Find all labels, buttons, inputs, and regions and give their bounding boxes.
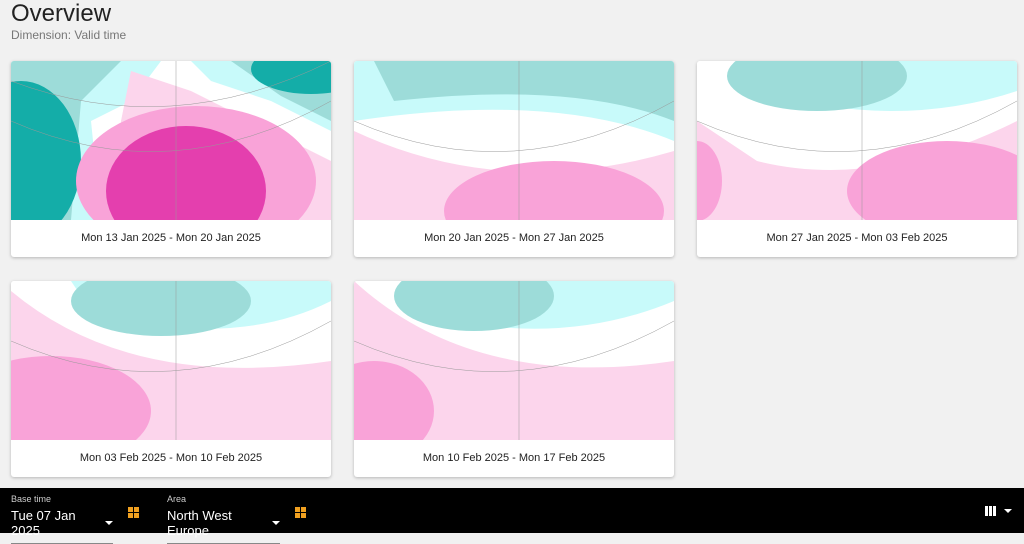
card-caption: Mon 13 Jan 2025 - Mon 20 Jan 2025 xyxy=(81,232,261,244)
map-card[interactable]: Mon 27 Jan 2025 - Mon 03 Feb 2025 xyxy=(697,61,1017,257)
grid-icon[interactable] xyxy=(128,507,139,518)
card-caption: Mon 27 Jan 2025 - Mon 03 Feb 2025 xyxy=(766,232,948,244)
map-card[interactable]: Mon 03 Feb 2025 - Mon 10 Feb 2025 xyxy=(11,281,331,477)
page-title: Overview xyxy=(11,0,112,27)
map-card[interactable]: Mon 10 Feb 2025 - Mon 17 Feb 2025 xyxy=(354,281,674,477)
base-time-value: Tue 07 Jan 2025 xyxy=(11,508,76,538)
map-card[interactable]: Mon 20 Jan 2025 - Mon 27 Jan 2025 xyxy=(354,61,674,257)
chevron-down-icon xyxy=(105,521,113,525)
area-select[interactable]: Area North West Europe xyxy=(167,494,280,544)
anomaly-map xyxy=(354,61,674,220)
card-caption: Mon 10 Feb 2025 - Mon 17 Feb 2025 xyxy=(422,452,606,464)
page-subtitle: Dimension: Valid time xyxy=(11,28,127,42)
area-label: Area xyxy=(167,494,187,504)
anomaly-map xyxy=(697,61,1017,220)
map-card[interactable]: Mon 13 Jan 2025 - Mon 20 Jan 2025 xyxy=(11,61,331,257)
anomaly-map xyxy=(354,281,674,440)
card-caption: Mon 03 Feb 2025 - Mon 10 Feb 2025 xyxy=(79,452,263,464)
anomaly-map xyxy=(11,61,331,220)
chevron-down-icon[interactable] xyxy=(1004,509,1012,513)
base-time-label: Base time xyxy=(11,494,52,504)
card-caption: Mon 20 Jan 2025 - Mon 27 Jan 2025 xyxy=(424,232,604,244)
area-value: North West Europe xyxy=(167,508,232,538)
view-columns-icon[interactable] xyxy=(985,506,996,516)
grid-icon[interactable] xyxy=(295,507,306,518)
bottom-toolbar: Base time Tue 07 Jan 2025 Area North Wes… xyxy=(0,488,1024,544)
anomaly-map xyxy=(11,281,331,440)
base-time-select[interactable]: Base time Tue 07 Jan 2025 xyxy=(11,494,113,544)
chevron-down-icon xyxy=(272,521,280,525)
